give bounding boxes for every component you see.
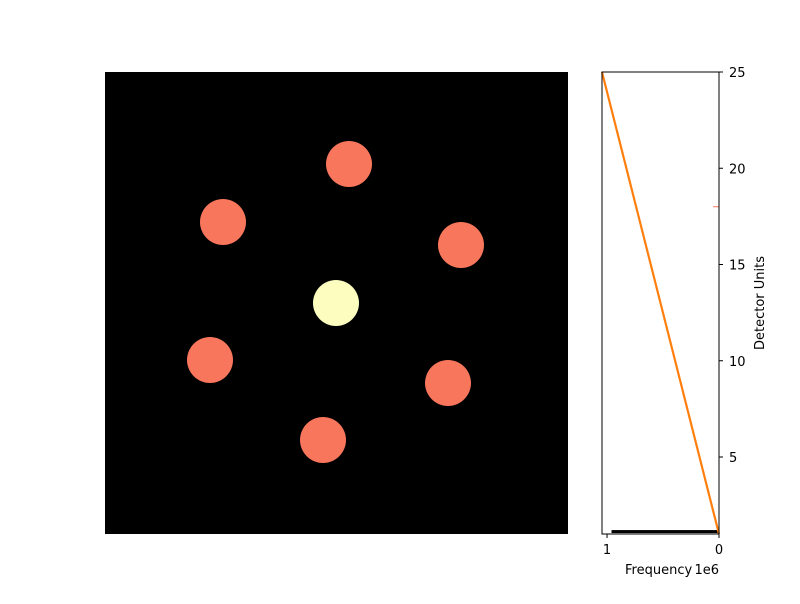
spot xyxy=(425,360,471,406)
spot xyxy=(187,337,233,383)
series-line xyxy=(600,71,721,535)
y-tick-label: 25 xyxy=(729,66,746,81)
y-tick-label: 15 xyxy=(729,259,746,274)
x-tick-label: 1 xyxy=(603,543,611,558)
y-tick-label: 10 xyxy=(729,355,746,370)
spot xyxy=(438,222,484,268)
spot xyxy=(300,417,346,463)
x-tick-label: 0 xyxy=(715,543,723,558)
spot xyxy=(200,199,246,245)
y-tick-label: 5 xyxy=(729,451,737,466)
y-tick-label: 20 xyxy=(729,162,746,177)
histogram-bar xyxy=(611,530,719,534)
spot xyxy=(313,280,359,326)
x-offset-label: 1e6 xyxy=(694,563,719,578)
x-axis-label: Frequency xyxy=(625,563,692,578)
y-axis-label: Detector Units xyxy=(753,256,768,350)
histogram-frame xyxy=(601,71,720,535)
spot xyxy=(326,141,372,187)
image-panel xyxy=(105,72,568,534)
